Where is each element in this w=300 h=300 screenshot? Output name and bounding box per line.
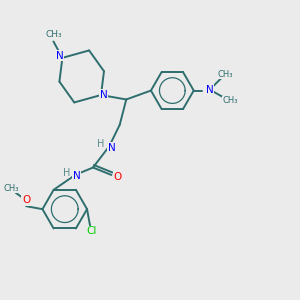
Text: CH₃: CH₃ (45, 31, 62, 40)
Text: H: H (63, 168, 70, 178)
Text: N: N (206, 85, 214, 95)
Text: N: N (56, 51, 64, 61)
Text: N: N (100, 90, 107, 100)
Text: O: O (114, 172, 122, 182)
Text: N: N (107, 142, 115, 153)
Text: Cl: Cl (86, 226, 96, 236)
Text: CH₃: CH₃ (223, 97, 238, 106)
Text: N: N (73, 171, 80, 181)
Text: O: O (22, 195, 30, 205)
Text: CH₃: CH₃ (218, 70, 233, 79)
Text: H: H (97, 139, 104, 149)
Text: CH₃: CH₃ (4, 184, 19, 193)
